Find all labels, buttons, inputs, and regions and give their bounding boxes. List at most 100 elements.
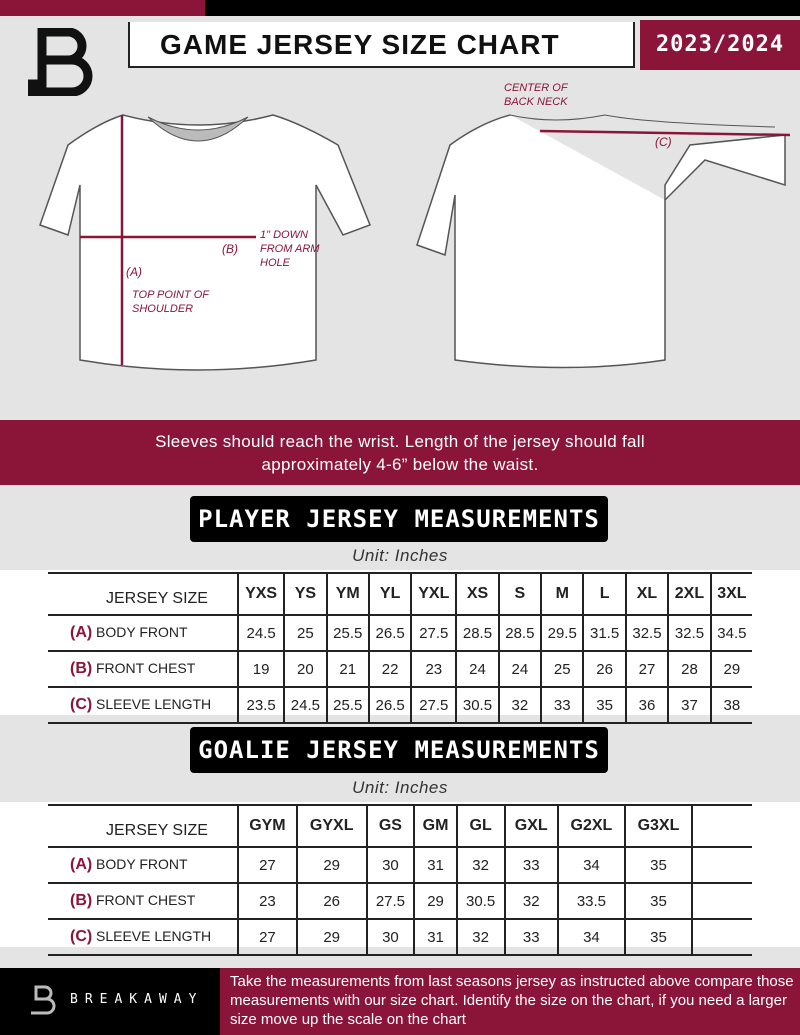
measurement-cell: 26.5: [367, 687, 412, 723]
measurement-cell: 27.5: [410, 615, 457, 651]
measurement-cell: 25: [540, 651, 584, 687]
measurement-cell: 28: [667, 651, 711, 687]
size-header: XS: [455, 573, 499, 615]
size-header: GM: [413, 805, 457, 847]
row-label: (C) SLEEVE LENGTH: [48, 687, 238, 723]
empty-cell: [691, 883, 752, 919]
measurement-cell: 30.5: [455, 883, 505, 919]
size-header: 3XL: [709, 573, 752, 615]
row-label: (B) FRONT CHEST: [48, 883, 238, 919]
note-b: 1" DOWN FROM ARM HOLE: [260, 229, 320, 269]
measurement-cell: 31: [413, 847, 457, 883]
measurement-cell: 36: [624, 687, 669, 723]
label-a: (A): [126, 265, 142, 279]
measurement-cell: 32: [503, 883, 558, 919]
measurement-cell: 34: [556, 847, 625, 883]
footer-brand-panel: [0, 968, 220, 1035]
row-label: (A) BODY FRONT: [48, 615, 238, 651]
breakaway-logo: [28, 28, 93, 96]
size-header: YXS: [236, 573, 285, 615]
measurement-cell: 24.5: [236, 615, 285, 651]
measurement-cell: 25.5: [325, 615, 369, 651]
measurement-cell: 21: [325, 651, 369, 687]
player-unit: Unit: Inches: [352, 546, 448, 565]
top-accent-bar: [0, 0, 205, 16]
measurement-cell: 22: [367, 651, 412, 687]
size-header: GS: [365, 805, 415, 847]
size-header: XL: [624, 573, 669, 615]
table-row: (C) SLEEVE LENGTH 27 29 30 31 32 33 34 35: [48, 919, 752, 955]
measure-name: SLEEVE LENGTH: [96, 928, 212, 944]
table-row: (B) FRONT CHEST 23 26 27.5 29 30.5 32 33.5 35: [48, 883, 752, 919]
measure-code: (C): [70, 928, 93, 945]
breakaway-small-logo: [31, 985, 56, 1015]
measurement-cell: 29: [709, 651, 752, 687]
measure-name: SLEEVE LENGTH: [96, 696, 212, 712]
measurement-cell: 30: [365, 919, 415, 955]
measurement-cell: 29: [295, 847, 367, 883]
measurement-cell: 30: [365, 847, 415, 883]
row-label: (C) SLEEVE LENGTH: [48, 919, 238, 955]
empty-column: [691, 805, 752, 847]
measurement-cell: 27: [237, 919, 297, 955]
player-measurements-table: JERSEY SIZE YXS YS YM YL YXL XS S M L XL 2XL 3XL (A…: [48, 572, 752, 724]
measurement-cell: 26: [295, 883, 367, 919]
size-header: G2XL: [556, 805, 625, 847]
measurement-cell: 32: [497, 687, 542, 723]
measurement-cell: 20: [283, 651, 327, 687]
size-header: GYM: [237, 805, 297, 847]
measurement-cell: 34.5: [709, 615, 752, 651]
size-header: L: [582, 573, 626, 615]
measurement-cell: 33: [540, 687, 584, 723]
measurement-cell: 19: [236, 651, 285, 687]
brand-name: BREAKAWAY: [70, 992, 204, 1007]
measurement-cell: 28.5: [497, 615, 542, 651]
table-row: (A) BODY FRONT 27 29 30 31 32 33 34 35: [48, 847, 752, 883]
measurement-cell: 29: [413, 883, 457, 919]
banner-line-2: approximately 4-6” below the waist.: [261, 455, 539, 474]
measurement-cell: 26: [582, 651, 626, 687]
size-header: 2XL: [667, 573, 711, 615]
measurement-cell: 35: [582, 687, 626, 723]
measurement-cell: 33.5: [556, 883, 625, 919]
measurement-cell: 32: [455, 919, 505, 955]
measurement-cell: 23: [237, 883, 297, 919]
size-header: YL: [367, 573, 412, 615]
size-header: YS: [283, 573, 327, 615]
measurement-cell: 32: [455, 847, 505, 883]
player-section-title: PLAYER JERSEY MEASUREMENTS: [190, 496, 608, 542]
size-header: GL: [455, 805, 505, 847]
note-c: CENTER OF BACK NECK: [504, 82, 568, 108]
table-header-row: JERSEY SIZE GYM GYXL GS GM GL GXL G2XL G3XL: [48, 805, 752, 847]
table-row: (B) FRONT CHEST 19 20 21 22 23 24 24 25 26 27 28 29: [48, 651, 752, 687]
row-label: (B) FRONT CHEST: [48, 651, 238, 687]
measurement-cell: 31: [413, 919, 457, 955]
size-header: YM: [325, 573, 369, 615]
size-header: GYXL: [295, 805, 367, 847]
measurement-cell: 33: [503, 847, 558, 883]
measurement-cell: 29: [295, 919, 367, 955]
table-row: (C) SLEEVE LENGTH 23.5 24.5 25.5 26.5 27.5 30.5…: [48, 687, 752, 723]
measurement-cell: 27: [237, 847, 297, 883]
top-black-bar: [205, 0, 800, 16]
label-c: (C): [655, 135, 672, 149]
table-row: (A) BODY FRONT 24.5 25 25.5 26.5 27.5 28.5 28.5 2…: [48, 615, 752, 651]
measure-name: BODY FRONT: [96, 856, 188, 872]
measurement-cell: 25: [283, 615, 327, 651]
measure-code: (A): [70, 856, 93, 873]
table-header-row: JERSEY SIZE YXS YS YM YL YXL XS S M L XL 2XL 3XL: [48, 573, 752, 615]
jersey-back-diagram: [416, 114, 791, 369]
measurement-cell: 30.5: [455, 687, 499, 723]
measurement-cell: 23.5: [236, 687, 285, 723]
banner-line-1: Sleeves should reach the wrist. Length o…: [155, 432, 645, 451]
measurement-cell: 33: [503, 919, 558, 955]
measure-code: (A): [70, 624, 93, 641]
row-label: (A) BODY FRONT: [48, 847, 238, 883]
measurement-cell: 35: [623, 883, 692, 919]
measurement-cell: 35: [623, 919, 692, 955]
measurement-cell: 26.5: [367, 615, 412, 651]
fit-instructions-banner: Sleeves should reach the wrist. Length o…: [0, 420, 800, 485]
header-label: JERSEY SIZE: [106, 822, 208, 839]
header-label: JERSEY SIZE: [106, 590, 208, 607]
note-a: TOP POINT OF SHOULDER: [132, 289, 209, 315]
